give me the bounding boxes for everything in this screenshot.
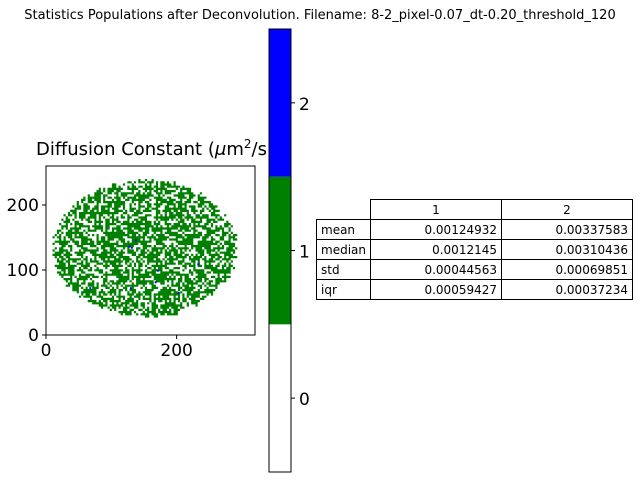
heatmap-frame [45,165,256,336]
row-label: mean [316,219,371,240]
table-cell: 0.00310436 [501,239,633,260]
row-label: std [316,259,371,280]
colorbar-tick-label: 0 [299,390,310,410]
table-row: median 0.0012145 0.00310436 [316,239,633,260]
table-cell: 0.00337583 [501,219,633,240]
heatmap-title: Diffusion Constant (μm2/s) [36,137,274,160]
colorbar-segment [269,29,291,177]
title-unit: m [226,139,244,160]
population-1-pixels [52,179,238,318]
colorbar-tick-label: 1 [299,243,310,263]
colorbar-segment [269,324,291,472]
column-header: 1 [370,199,502,220]
x-tick-label: 200 [160,341,192,361]
table-cell: 0.00044563 [370,259,502,280]
heatmap-axes: 0 200 0 100 200 [7,196,193,361]
table-header-row: 1 2 [317,199,633,220]
table-cell: 0.00124932 [370,219,502,240]
y-tick-label: 200 [7,196,39,216]
colorbar-frame [268,28,292,473]
table-cell: 0.00069851 [501,259,633,280]
title-end: /s) [251,139,274,160]
colorbar-tick-label: 2 [299,95,310,115]
figure-title: Statistics Populations after Deconvoluti… [24,8,616,23]
statistics-table: 1 2 mean 0.00124932 0.00337583 median 0.… [316,199,633,300]
y-tick-label: 100 [7,261,39,281]
y-tick-label: 0 [28,326,39,346]
row-label: iqr [316,279,371,300]
title-mu: μ [214,139,227,160]
title-text: Diffusion Constant ( [36,139,215,160]
x-tick-label: 0 [41,341,52,361]
title-exponent: 2 [243,137,252,151]
table-row: iqr 0.00059427 0.00037234 [316,279,633,300]
colorbar: 0 1 2 [268,28,310,473]
row-label: median [316,239,371,260]
colorbar-segment [269,176,291,325]
table-corner [317,200,371,220]
heatmap-image [52,179,238,318]
table-cell: 0.00037234 [501,279,633,300]
table-row: std 0.00044563 0.00069851 [316,259,633,280]
table-cell: 0.0012145 [370,239,502,260]
column-header: 2 [501,199,633,220]
table-row: mean 0.00124932 0.00337583 [316,219,633,240]
table-cell: 0.00059427 [370,279,502,300]
